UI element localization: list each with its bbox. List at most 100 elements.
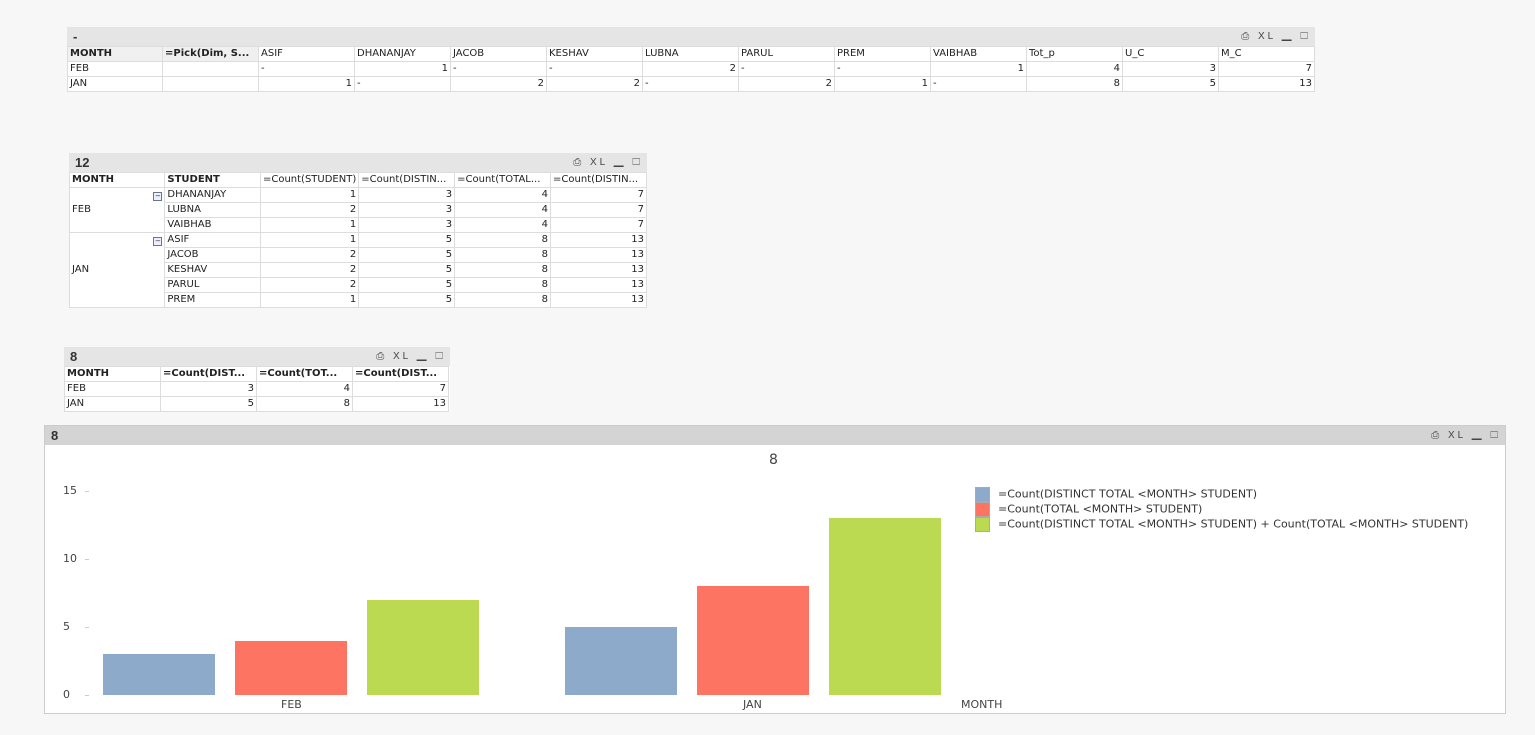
value-cell: 4 [454, 187, 552, 203]
value-cell: - [930, 76, 1027, 92]
x-tick-label: FEB [281, 698, 302, 711]
column-header[interactable]: =Count(STUDENT) [259, 172, 360, 188]
value-cell: 13 [550, 232, 647, 248]
column-header[interactable]: PARUL [738, 46, 835, 62]
student-table: MONTH STUDENT =Count(STUDENT) =Count(DISTIN… [68, 172, 647, 308]
value-cell: 13 [550, 292, 647, 308]
minimize-icon[interactable]: ▁ [1281, 31, 1295, 42]
value-cell: 2 [642, 61, 739, 77]
month-cell: FEB [64, 381, 161, 397]
bar-jan-series-1[interactable] [697, 586, 809, 695]
column-header[interactable]: =Count(TOTAL... [454, 172, 552, 188]
bar-feb-series-1[interactable] [235, 640, 347, 695]
y-tick-label: 0 [63, 688, 70, 701]
legend-item[interactable]: =Count(DISTINCT TOTAL <MONTH> STUDENT) [975, 487, 1257, 502]
value-cell: 13 [550, 247, 647, 263]
value-cell: 13 [352, 396, 449, 412]
column-header[interactable]: U_C [1122, 46, 1219, 62]
column-header[interactable]: =Count(DIST... [352, 366, 449, 382]
legend-item[interactable]: =Count(TOTAL <MONTH> STUDENT) [975, 502, 1202, 517]
table-row: − JAN ASIF 1 5 8 13 [68, 232, 647, 308]
value-cell: - [834, 61, 931, 77]
y-tick [85, 559, 89, 560]
x-axis-title: MONTH [961, 698, 1003, 711]
value-cell: 7 [550, 217, 647, 233]
column-header[interactable]: PREM [834, 46, 931, 62]
column-header[interactable]: Tot_p [1026, 46, 1123, 62]
collapse-icon[interactable]: − [153, 192, 163, 201]
column-header[interactable]: MONTH [68, 172, 166, 188]
column-header[interactable]: KESHAV [546, 46, 643, 62]
column-header[interactable]: JACOB [450, 46, 547, 62]
column-header[interactable]: =Pick(Dim, S... [162, 46, 259, 62]
maximize-icon[interactable]: ☐ [435, 351, 446, 362]
column-header[interactable]: LUBNA [642, 46, 739, 62]
bar-feb-series-2[interactable] [367, 599, 479, 695]
legend-label: =Count(DISTINCT TOTAL <MONTH> STUDENT) [998, 487, 1258, 501]
print-icon[interactable]: ⎙ [1431, 430, 1443, 441]
value-cell: 5 [358, 247, 456, 263]
header-row: MONTH =Count(DIST... =Count(TOT... =Count(D… [64, 366, 449, 382]
bar-jan-series-2[interactable] [829, 518, 941, 695]
maximize-icon[interactable]: ☐ [632, 157, 643, 168]
bar-feb-series-0[interactable] [103, 654, 215, 695]
maximize-icon[interactable]: ☐ [1490, 430, 1501, 441]
table-row: KESHAV 2 5 8 13 [70, 262, 647, 278]
minimize-icon[interactable]: ▁ [416, 351, 430, 362]
panel-caption: 8 ⎙ XL ▁ ☐ [64, 347, 450, 366]
maximize-icon[interactable]: ☐ [1300, 31, 1311, 42]
caption-tools[interactable]: ⎙ XL ▁ ☐ [376, 347, 446, 366]
excel-icon[interactable]: XL [392, 351, 411, 362]
column-header[interactable]: =Count(TOT... [256, 366, 353, 382]
value-cell: 5 [358, 232, 456, 248]
value-cell: 8 [256, 396, 353, 412]
student-cell: LUBNA [164, 202, 261, 218]
caption-tools[interactable]: ⎙ XL ▁ ☐ [1241, 27, 1311, 46]
column-header[interactable]: MONTH [67, 46, 163, 62]
column-header[interactable]: STUDENT [164, 172, 261, 188]
collapse-icon[interactable]: − [153, 237, 163, 246]
value-cell: 2 [259, 247, 360, 263]
value-cell: 2 [546, 76, 643, 92]
month-cell: FEB [67, 61, 163, 77]
column-header[interactable]: MONTH [64, 366, 161, 382]
table-row: PARUL 2 5 8 13 [70, 277, 647, 293]
value-cell [162, 76, 259, 92]
legend-label: =Count(TOTAL <MONTH> STUDENT) [998, 502, 1203, 516]
legend-swatch [975, 487, 990, 502]
value-cell: 1 [259, 292, 360, 308]
print-icon[interactable]: ⎙ [376, 351, 388, 362]
value-cell: 4 [256, 381, 353, 397]
bar-chart-panel: 8 ⎙ XL ▁ ☐ 8 0 5 10 15 FEB JAN =Count(DISTINCT … [44, 425, 1506, 714]
column-header[interactable]: =Count(DISTIN... [550, 172, 647, 188]
caption-tools[interactable]: ⎙ XL ▁ ☐ [573, 153, 643, 172]
value-cell: - [738, 61, 835, 77]
pivot-table-panel: - ⎙ XL ▁ ☐ MONTH =Pick(Dim, S... ASIF DHANAN… [67, 27, 1315, 92]
caption-tools[interactable]: ⎙ XL ▁ ☐ [1431, 426, 1501, 445]
legend-swatch [975, 517, 990, 532]
print-icon[interactable]: ⎙ [1241, 31, 1253, 42]
print-icon[interactable]: ⎙ [573, 157, 585, 168]
minimize-icon[interactable]: ▁ [1471, 430, 1485, 441]
legend-item[interactable]: =Count(DISTINCT TOTAL <MONTH> STUDENT) +… [975, 517, 1468, 532]
column-header[interactable]: VAIBHAB [930, 46, 1027, 62]
minimize-icon[interactable]: ▁ [613, 157, 627, 168]
column-header[interactable]: DHANANJAY [354, 46, 451, 62]
column-header[interactable]: ASIF [258, 46, 355, 62]
excel-icon[interactable]: XL [1257, 31, 1276, 42]
student-cell: KESHAV [164, 262, 261, 278]
excel-icon[interactable]: XL [1447, 430, 1466, 441]
column-header[interactable]: M_C [1218, 46, 1315, 62]
month-table: MONTH =Count(DIST... =Count(TOT... =Count(D… [64, 366, 449, 412]
table-row: LUBNA 2 3 4 7 [70, 202, 647, 218]
student-cell: ASIF [164, 232, 261, 248]
legend-label: =Count(DISTINCT TOTAL <MONTH> STUDENT) +… [998, 517, 1469, 531]
column-header[interactable]: =Count(DISTIN... [358, 172, 456, 188]
column-header[interactable]: =Count(DIST... [160, 366, 257, 382]
excel-icon[interactable]: XL [589, 157, 608, 168]
student-cell: VAIBHAB [164, 217, 261, 233]
bar-jan-series-0[interactable] [565, 627, 677, 695]
y-tick-label: 10 [63, 552, 77, 565]
legend-swatch [975, 502, 990, 517]
value-cell: 4 [454, 217, 552, 233]
